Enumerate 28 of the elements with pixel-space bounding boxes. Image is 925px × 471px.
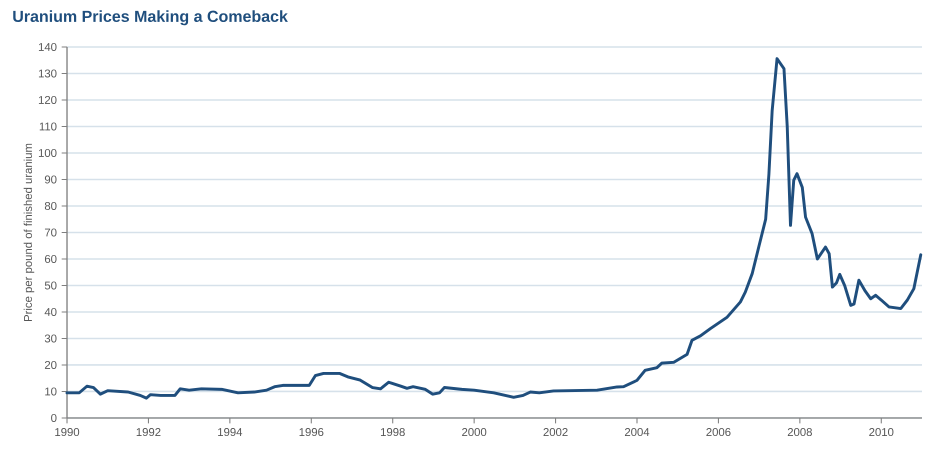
y-tick-label: 110 — [40, 122, 57, 130]
y-tick-label: 80 — [44, 202, 57, 210]
x-tick-label: 2008 — [788, 428, 812, 436]
x-tick-label: 1992 — [136, 428, 160, 436]
y-tick-label: 100 — [38, 148, 57, 157]
x-tick-label: 2010 — [869, 428, 894, 436]
y-tick-label: 120 — [38, 96, 57, 104]
y-axis-title: Price per pound of finished uranium — [24, 144, 34, 322]
x-tick-label: 1996 — [300, 428, 324, 436]
y-tick-label: 0 — [51, 414, 57, 422]
x-tick-label: 1994 — [218, 428, 242, 436]
y-tick-label: 90 — [44, 175, 57, 184]
y-tick-label: 10 — [45, 387, 57, 396]
y-tick-label: 40 — [44, 308, 57, 316]
x-tick-label: 2006 — [706, 428, 731, 436]
x-tick-label: 2000 — [462, 428, 486, 436]
x-tick-label: 2004 — [624, 428, 650, 436]
y-tick-label: 130 — [38, 69, 57, 78]
y-tick-label: 50 — [44, 281, 57, 290]
x-tick-label: 2002 — [544, 428, 568, 436]
x-tick-label: 1990 — [55, 428, 80, 436]
y-tick-label: 60 — [44, 254, 57, 263]
y-tick-label: 20 — [44, 360, 57, 369]
x-tick-label: 1998 — [380, 428, 405, 436]
y-tick-label: 140 — [38, 42, 57, 51]
y-tick-label: 70 — [44, 228, 57, 236]
chart-title: Uranium Prices Making a Comeback — [13, 10, 288, 26]
y-tick-label: 30 — [44, 334, 57, 342]
